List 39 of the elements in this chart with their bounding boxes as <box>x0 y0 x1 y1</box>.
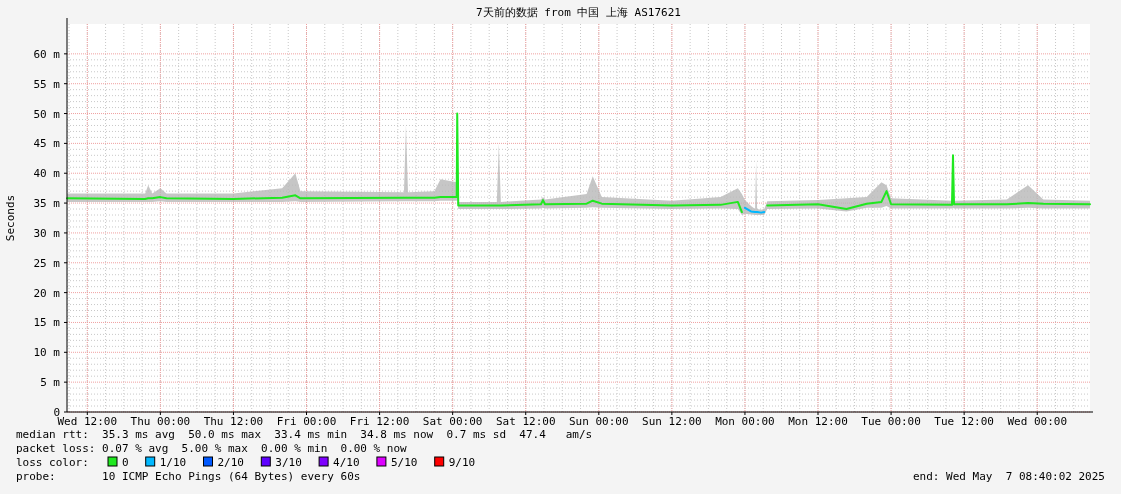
y-tick-label: 50 m <box>33 107 61 121</box>
legend-label: 4/10 <box>333 456 360 469</box>
legend-label: 5/10 <box>390 456 418 469</box>
y-tick-label: 40 m <box>33 167 61 181</box>
x-tick-label: Mon 00:00 <box>715 415 775 428</box>
x-tick-label: Sat 12:00 <box>495 415 556 428</box>
y-tick-label: 20 m <box>33 286 61 300</box>
text: probe: 10 ICMP Echo Pings (64 Bytes) every 60s <box>16 470 361 483</box>
x-tick-label: Sun 00:00 <box>568 415 629 428</box>
y-tick-label: 5 m <box>40 376 61 390</box>
x-tick-label: Sun 12:00 <box>642 415 702 428</box>
x-tick-label: Fri 12:00 <box>349 415 410 428</box>
y-tick-label: 30 m <box>33 226 61 240</box>
y-tick-label: 10 m <box>33 346 61 360</box>
text: median rtt: 35.3 ms avg 50.0 ms max 33.4 ms min 34.8 ms now 0.7 ms sd 47.4 am/s <box>16 428 593 441</box>
chart-title: 7天前的数据 from 中国 上海 AS17621 <box>476 6 681 19</box>
text: packet loss: 0.07 % avg 5.00 % max 0.00 % min 0.00 % now <box>16 442 408 455</box>
legend-label: 9/10 <box>448 456 476 469</box>
legend-label: 1/10 <box>159 456 187 469</box>
x-tick-label: Wed 00:00 <box>1007 415 1068 428</box>
x-tick-label: Mon 12:00 <box>788 415 848 428</box>
y-tick-label: 60 m <box>33 47 61 61</box>
legend-label: 2/10 <box>217 456 244 469</box>
x-tick-label: Fri 00:00 <box>276 415 337 428</box>
legend-label: 0 <box>122 456 129 469</box>
legend-title: loss color: <box>16 456 89 469</box>
y-tick-label: 55 m <box>33 77 61 91</box>
y-tick-label: 45 m <box>33 137 61 151</box>
x-tick-label: Tue 00:00 <box>861 415 921 428</box>
x-tick-label: Thu 12:00 <box>203 415 264 428</box>
text: end: Wed May 7 08:40:02 2025 <box>912 470 1105 483</box>
y-tick-label: 15 m <box>33 316 61 330</box>
legend-label: 3/10 <box>275 456 302 469</box>
x-tick-label: Tue 12:00 <box>934 415 994 428</box>
y-tick-label: 25 m <box>33 256 61 270</box>
x-tick-label: Thu 00:00 <box>130 415 191 428</box>
y-tick-label: 35 m <box>33 197 61 211</box>
x-tick-label: Sat 00:00 <box>422 415 483 428</box>
y-axis-title: Seconds <box>4 194 17 242</box>
